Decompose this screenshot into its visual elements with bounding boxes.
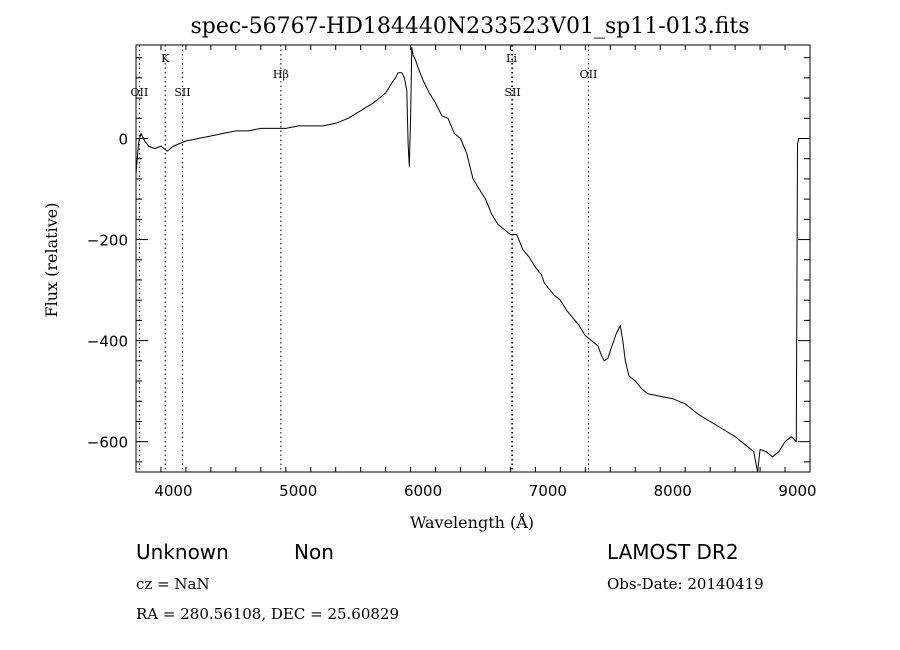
y-axis-label: Flux (relative) xyxy=(42,203,61,318)
spectral-line-label: SII xyxy=(504,86,520,99)
x-tick-label: 5000 xyxy=(279,482,317,500)
x-axis-label: Wavelength (Å) xyxy=(410,512,534,532)
y-tick-label: −600 xyxy=(87,434,128,452)
radec-text: RA = 280.56108, DEC = 25.60829 xyxy=(136,605,399,623)
spectral-line-label: Hβ xyxy=(273,68,289,81)
subclass-text: Non xyxy=(294,540,334,564)
y-tick-label: −200 xyxy=(87,232,128,250)
survey-text: LAMOST DR2 xyxy=(607,540,739,564)
spectral-line-label: SII xyxy=(174,86,190,99)
spectral-line-label: OII xyxy=(580,68,598,81)
plot-area: OII K SII Hβ Li SII OII 4000 5000 6000 7000 8000 900… xyxy=(87,44,817,500)
x-tick-label: 7000 xyxy=(529,482,567,500)
x-tick-label: 8000 xyxy=(654,482,692,500)
x-tick-label: 9000 xyxy=(778,482,816,500)
chart-title: spec-56767-HD184440N233523V01_sp11-013.f… xyxy=(190,14,749,39)
x-tick-label: 4000 xyxy=(154,482,192,500)
spectral-line-label: Li xyxy=(506,52,517,65)
y-tick-label: 0 xyxy=(118,130,128,148)
obs-date-text: Obs-Date: 20140419 xyxy=(607,575,764,593)
x-tick-label: 6000 xyxy=(404,482,442,500)
spectral-line-label: K xyxy=(161,52,170,65)
class-text: Unknown xyxy=(136,540,229,564)
spectral-line-label: OII xyxy=(131,86,149,99)
y-tick-label: −400 xyxy=(87,333,128,351)
plot-frame xyxy=(135,44,811,473)
cz-text: cz = NaN xyxy=(136,575,210,593)
spectrum-line xyxy=(135,47,800,473)
